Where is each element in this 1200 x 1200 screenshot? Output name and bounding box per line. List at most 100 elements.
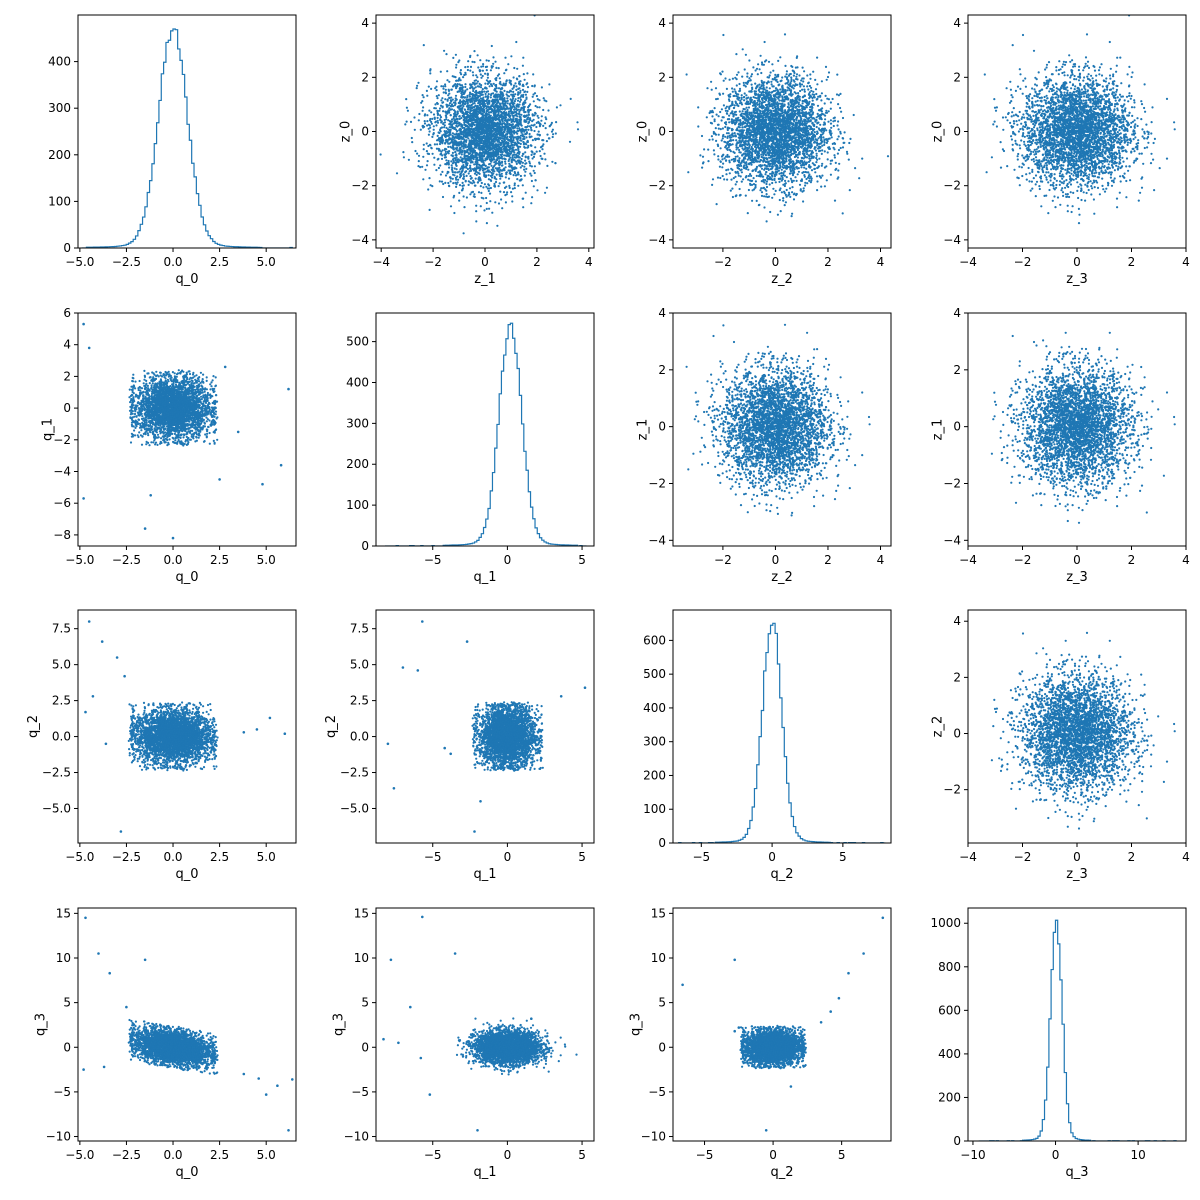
scatter-point	[516, 139, 519, 143]
scatter-point	[504, 102, 507, 105]
scatter-point	[817, 147, 820, 150]
scatter-point	[731, 187, 734, 190]
scatter-point	[515, 85, 518, 88]
scatter-point	[473, 61, 476, 64]
scatter-point	[463, 129, 466, 132]
scatter-point	[474, 99, 477, 102]
scatter-point	[740, 164, 743, 167]
scatter-point	[525, 143, 528, 146]
scatter-point	[750, 145, 753, 149]
scatter-point	[518, 152, 521, 155]
scatter-point	[820, 99, 823, 102]
scatter-point	[515, 104, 518, 107]
scatter-point	[510, 83, 513, 86]
scatter-point	[442, 133, 446, 136]
scatter-point	[496, 101, 499, 104]
scatter-point	[458, 129, 461, 132]
scatter-point	[472, 89, 475, 93]
scatter-point	[770, 83, 773, 86]
scatter-point	[480, 128, 483, 131]
scatter-point	[820, 138, 823, 141]
scatter-point	[727, 98, 731, 101]
scatter-point	[497, 93, 500, 96]
scatter-point	[530, 165, 534, 168]
scatter-point	[464, 116, 467, 120]
scatter-point	[519, 123, 522, 126]
scatter-point	[472, 74, 475, 77]
scatter-point	[535, 125, 538, 129]
scatter-point	[439, 104, 443, 107]
scatter-point	[476, 144, 479, 147]
scatter-point	[524, 110, 527, 114]
scatter-point	[421, 100, 424, 103]
scatter-point	[543, 99, 546, 102]
scatter-point	[500, 161, 504, 164]
scatter-point	[760, 191, 764, 194]
scatter-point	[717, 158, 720, 161]
scatter-point	[540, 86, 544, 89]
scatter-point	[485, 107, 488, 110]
scatter-point	[431, 117, 434, 120]
scatter-point	[444, 156, 447, 159]
scatter-point	[466, 145, 469, 148]
scatter-point	[474, 91, 477, 94]
scatter-point	[532, 100, 535, 103]
scatter-point	[497, 87, 501, 90]
scatter-point	[721, 127, 725, 130]
scatter-point	[727, 132, 730, 135]
scatter-point	[471, 182, 474, 185]
scatter-point	[498, 102, 502, 105]
scatter-point	[480, 76, 483, 79]
scatter-point	[432, 113, 436, 116]
scatter-point	[514, 93, 517, 96]
scatter-point	[474, 110, 477, 113]
scatter-point	[509, 106, 512, 109]
scatter-point	[434, 87, 437, 90]
scatter-point	[529, 108, 532, 112]
scatter-point	[450, 88, 453, 91]
scatter-point	[449, 114, 452, 117]
scatter-point	[527, 106, 530, 109]
scatter-point	[433, 163, 436, 166]
scatter-point	[476, 181, 479, 184]
scatter-point	[520, 160, 523, 163]
scatter-point	[516, 67, 519, 70]
x-tick-label: −4	[372, 255, 390, 269]
scatter-point	[422, 155, 425, 158]
scatter-point	[493, 185, 497, 188]
scatter-point	[771, 63, 774, 66]
scatter-point	[519, 142, 522, 145]
scatter-point	[482, 171, 485, 174]
scatter-point	[462, 131, 465, 134]
scatter-point	[532, 185, 535, 188]
scatter-point	[504, 141, 507, 144]
scatter-point	[441, 97, 444, 100]
scatter-point	[747, 188, 751, 192]
scatter-point	[809, 73, 812, 76]
scatter-point	[484, 95, 487, 98]
scatter-point	[463, 108, 467, 111]
scatter-point	[535, 150, 538, 153]
scatter-point	[476, 129, 479, 132]
scatter-point	[485, 196, 488, 200]
scatter-point	[466, 149, 469, 152]
scatter-point	[469, 164, 472, 167]
y-tick-label: 4	[361, 16, 369, 30]
scatter-point	[485, 105, 488, 108]
scatter-point	[466, 104, 469, 107]
scatter-point	[441, 195, 445, 199]
scatter-point	[470, 112, 473, 115]
scatter-point	[517, 92, 520, 96]
scatter-point	[450, 118, 454, 121]
plot-area	[379, 15, 580, 235]
scatter-point	[451, 123, 454, 126]
scatter-point	[491, 84, 494, 88]
scatter-point	[487, 154, 490, 158]
scatter-point	[474, 153, 477, 156]
scatter-point	[506, 142, 509, 145]
scatter-point	[511, 97, 515, 100]
scatter-point	[795, 73, 799, 76]
scatter-point	[452, 117, 455, 120]
scatter-point	[480, 139, 483, 142]
